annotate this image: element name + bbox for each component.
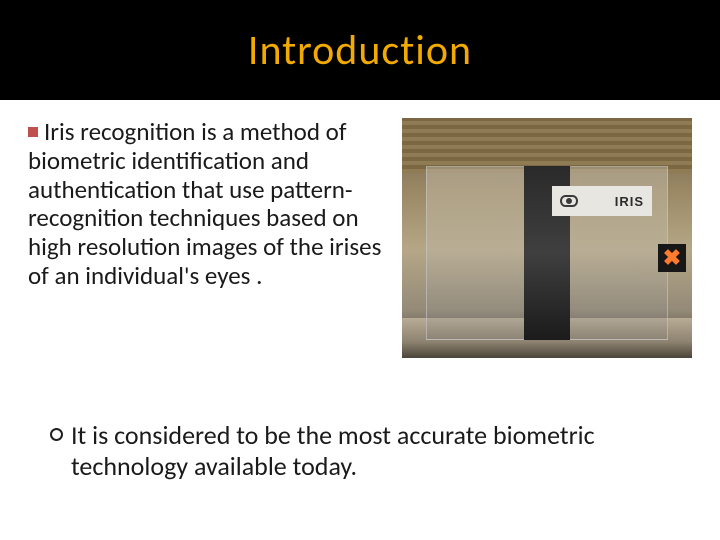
iris-gate-photo: IRIS ✖ xyxy=(402,118,692,358)
paragraph-2: It is considered to be the most accurate… xyxy=(50,420,692,481)
x-icon: ✖ xyxy=(663,247,681,269)
slide-content: Iris recognition is a method of biometri… xyxy=(0,100,720,481)
slide-title: Introduction xyxy=(248,25,472,76)
paragraph-1: Iris recognition is a method of biometri… xyxy=(28,118,388,291)
circle-bullet-icon xyxy=(50,428,63,441)
paragraph-2-wrap: It is considered to be the most accurate… xyxy=(28,420,692,481)
square-bullet-icon xyxy=(28,127,38,137)
paragraph-2-text: It is considered to be the most accurate… xyxy=(71,420,692,481)
iris-sign-panel: IRIS xyxy=(552,186,652,216)
paragraph-1-text: Iris recognition is a method of biometri… xyxy=(28,116,381,291)
iris-sign-label: IRIS xyxy=(615,194,644,209)
photo-ceiling xyxy=(402,118,692,173)
title-band: Introduction xyxy=(0,0,720,100)
top-row: Iris recognition is a method of biometri… xyxy=(28,118,692,358)
x-indicator: ✖ xyxy=(658,244,686,272)
eye-icon xyxy=(560,195,578,207)
